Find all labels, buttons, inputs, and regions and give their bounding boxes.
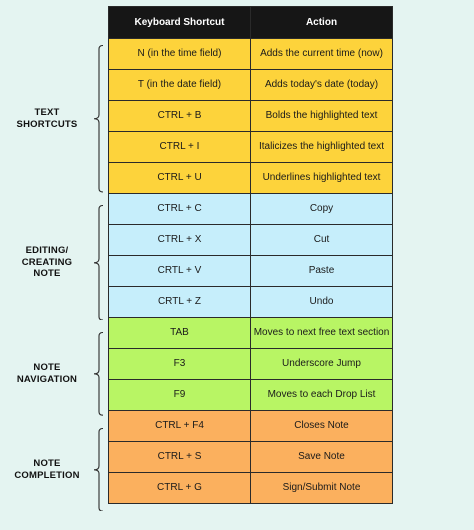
shortcut-cell: F3: [108, 348, 251, 380]
action-cell: Bolds the highlighted text: [250, 100, 393, 132]
group-label-line: NOTE: [33, 458, 61, 470]
table-row: CTRL + G Sign/Submit Note: [108, 472, 393, 504]
shortcut-cell: CTRL + X: [108, 224, 251, 256]
shortcut-cell: CTRL + C: [108, 193, 251, 225]
table-row: F9 Moves to each Drop List: [108, 379, 393, 411]
shortcut-cell: CTRL + S: [108, 441, 251, 473]
group-label-line: EDITING/: [25, 245, 69, 257]
action-cell: Underscore Jump: [250, 348, 393, 380]
group-label-line: NOTE: [33, 362, 61, 374]
shortcut-cell: CTRL + B: [108, 100, 251, 132]
table-row: N (in the time field) Adds the current ti…: [108, 38, 393, 70]
table-row: CTRL + U Underlines highlighted text: [108, 162, 393, 194]
shortcut-cell: T (in the date field): [108, 69, 251, 101]
group-label-line: COMPLETION: [14, 469, 80, 481]
curly-brace-icon: [90, 332, 106, 416]
table-row: T (in the date field) Adds today's date (…: [108, 69, 393, 101]
table-row: CTRL + C Copy: [108, 193, 393, 225]
header-keyboard-shortcut: Keyboard Shortcut: [108, 6, 251, 39]
table-row: CTRL + S Save Note: [108, 441, 393, 473]
shortcut-table: Keyboard Shortcut Action N (in the time …: [108, 6, 393, 504]
table-header-row: Keyboard Shortcut Action: [108, 6, 393, 39]
shortcut-cell: CTRL + I: [108, 131, 251, 163]
action-cell: Moves to each Drop List: [250, 379, 393, 411]
action-cell: Moves to next free text section: [250, 317, 393, 349]
group-label-line: TEXT: [34, 107, 60, 119]
table-row: CRTL + V Paste: [108, 255, 393, 287]
action-cell: Save Note: [250, 441, 393, 473]
table-row: F3 Underscore Jump: [108, 348, 393, 380]
shortcut-cell: CTRL + F4: [108, 410, 251, 442]
shortcut-cell: CRTL + Z: [108, 286, 251, 318]
curly-brace-icon: [90, 204, 106, 321]
shortcut-cell: N (in the time field): [108, 38, 251, 70]
group-label-line: SHORTCUTS: [16, 118, 78, 130]
action-cell: Closes Note: [250, 410, 393, 442]
action-cell: Copy: [250, 193, 393, 225]
table-row: TAB Moves to next free text section: [108, 317, 393, 349]
action-cell: Undo: [250, 286, 393, 318]
action-cell: Adds the current time (now): [250, 38, 393, 70]
shortcut-cell: TAB: [108, 317, 251, 349]
action-cell: Italicizes the highlighted text: [250, 131, 393, 163]
header-action: Action: [250, 6, 393, 39]
action-cell: Adds today's date (today): [250, 69, 393, 101]
group-label-line: CREATING: [21, 256, 73, 268]
table-row: CTRL + B Bolds the highlighted text: [108, 100, 393, 132]
table-row: CRTL + Z Undo: [108, 286, 393, 318]
group-label: NOTE COMPLETION: [0, 458, 94, 481]
table-row: CTRL + F4 Closes Note: [108, 410, 393, 442]
action-cell: Paste: [250, 255, 393, 287]
table-row: CTRL + X Cut: [108, 224, 393, 256]
group-label-line: NAVIGATION: [16, 373, 78, 385]
shortcut-cell: CRTL + V: [108, 255, 251, 287]
table-row: CTRL + I Italicizes the highlighted text: [108, 131, 393, 163]
action-cell: Cut: [250, 224, 393, 256]
group-label: EDITING/CREATING NOTE: [0, 245, 94, 280]
curly-brace-icon: [90, 45, 106, 193]
group-label-line: NOTE: [33, 268, 61, 280]
curly-brace-icon: [90, 427, 106, 512]
table-body: N (in the time field) Adds the current ti…: [108, 38, 393, 504]
group-label: NOTE NAVIGATION: [0, 362, 94, 385]
action-cell: Underlines highlighted text: [250, 162, 393, 194]
shortcut-cell: CTRL + G: [108, 472, 251, 504]
shortcut-cell: CTRL + U: [108, 162, 251, 194]
group-label: TEXT SHORTCUTS: [0, 107, 94, 130]
action-cell: Sign/Submit Note: [250, 472, 393, 504]
shortcut-cell: F9: [108, 379, 251, 411]
